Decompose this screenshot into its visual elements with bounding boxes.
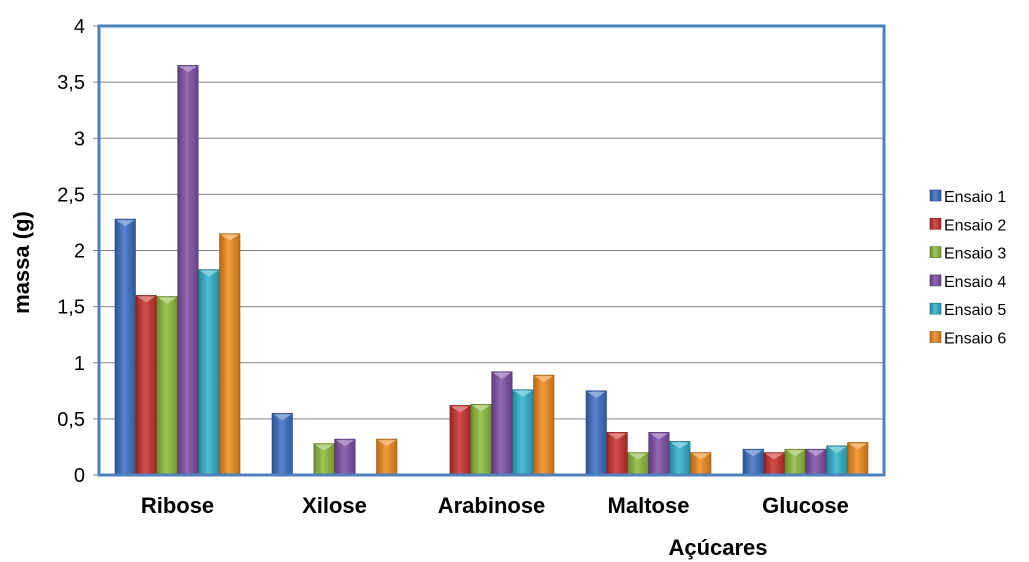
legend-swatch <box>929 274 942 287</box>
bar <box>271 412 293 476</box>
bar-cap <box>827 446 847 453</box>
x-category-label: Ribose <box>141 493 214 518</box>
legend: Ensaio 1 Ensaio 2 Ensaio 3 Ensaio 4 Ensaio 5… <box>929 189 1006 348</box>
bar <box>533 374 555 476</box>
legend-label: Ensaio 3 <box>944 246 1006 263</box>
bar <box>135 295 157 476</box>
bar <box>114 218 136 476</box>
y-tick-label: 0,5 <box>57 409 85 431</box>
bar-cap <box>377 440 396 447</box>
bar <box>491 371 513 476</box>
bar-cap <box>744 450 763 457</box>
legend-swatch <box>929 331 942 343</box>
x-axis-categories: Ribose Xilose Arabinose Maltose Glucose <box>141 493 849 518</box>
bar-cap <box>136 296 156 303</box>
bar-cap <box>785 450 805 457</box>
legend-label: Ensaio 4 <box>944 274 1006 291</box>
bar-cap <box>764 453 784 460</box>
bar-cap <box>220 234 239 241</box>
y-axis-title: massa (g) <box>9 211 34 314</box>
legend-label: Ensaio 1 <box>944 189 1006 206</box>
legend-swatch <box>929 189 942 202</box>
bar <box>177 64 199 476</box>
y-tick-label: 2,5 <box>57 184 85 206</box>
y-tick-label: 1 <box>74 353 85 375</box>
bar-cap <box>628 453 648 460</box>
plot-area-border <box>97 24 886 477</box>
x-axis-title: Açúcares <box>668 535 767 560</box>
bar <box>585 390 607 476</box>
bar <box>449 405 471 476</box>
bar <box>512 389 534 476</box>
x-category-label: Glucose <box>762 493 849 518</box>
bar-cap <box>649 433 669 440</box>
bar-cap <box>806 450 826 457</box>
bar-cap <box>492 372 512 379</box>
bar-cap <box>513 390 533 397</box>
bar-cap <box>471 405 491 412</box>
x-category-label: Maltose <box>608 493 690 518</box>
bar-cap <box>273 414 292 421</box>
bar <box>470 403 492 476</box>
bar-cap <box>314 444 334 451</box>
y-axis-ticks: 0 0,5 1 1,5 2 2,5 3 3,5 4 <box>57 16 99 487</box>
y-tick-label: 4 <box>74 16 85 38</box>
legend-label: Ensaio 5 <box>944 302 1006 319</box>
bars <box>114 64 869 476</box>
legend-swatch <box>929 218 942 230</box>
y-tick-label: 3 <box>74 128 85 150</box>
legend-swatch <box>929 246 942 258</box>
bar-cap <box>157 297 177 304</box>
bar-cap <box>116 220 135 227</box>
y-tick-label: 2 <box>74 241 85 263</box>
bar <box>219 233 241 476</box>
bar <box>198 269 220 476</box>
bar-cap <box>178 66 198 73</box>
legend-label: Ensaio 6 <box>944 331 1006 348</box>
y-tick-label: 1,5 <box>57 297 85 319</box>
bar-cap <box>691 453 710 460</box>
x-category-label: Xilose <box>302 493 367 518</box>
y-tick-label: 0 <box>74 465 85 487</box>
bar-cap <box>335 440 355 447</box>
bar-cap <box>199 270 219 277</box>
legend-swatch <box>929 302 942 315</box>
bar <box>156 296 178 476</box>
bar-cap <box>607 433 627 440</box>
bar-cap <box>848 443 867 450</box>
bar-cap <box>670 442 690 449</box>
bar-cap <box>450 406 470 413</box>
bar-cap <box>534 376 553 383</box>
bar-cap <box>587 391 606 398</box>
x-category-label: Arabinose <box>438 493 546 518</box>
y-tick-label: 3,5 <box>57 72 85 94</box>
legend-label: Ensaio 2 <box>944 217 1006 234</box>
